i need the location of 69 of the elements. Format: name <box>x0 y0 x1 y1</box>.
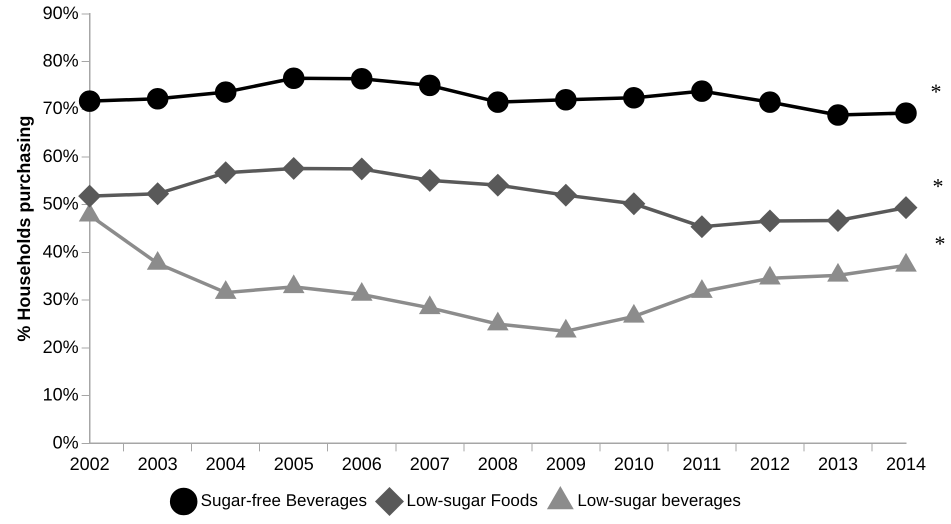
point <box>214 81 236 103</box>
y-tick-label: 50% <box>42 194 79 214</box>
x-tick-label: 2008 <box>478 454 518 474</box>
point <box>692 280 712 298</box>
point <box>623 193 645 215</box>
point <box>895 196 917 218</box>
point <box>284 276 304 294</box>
point <box>282 67 304 89</box>
point <box>419 170 441 192</box>
point <box>895 102 917 124</box>
y-tick-label: 10% <box>42 384 79 405</box>
point <box>282 158 304 180</box>
point <box>487 174 509 196</box>
x-tick-label: 2004 <box>206 454 246 474</box>
point <box>760 267 780 284</box>
point <box>148 252 168 270</box>
point <box>78 185 100 207</box>
point <box>827 210 849 232</box>
point <box>80 204 100 222</box>
y-tick-label: 80% <box>42 50 79 70</box>
text: * <box>930 78 942 104</box>
point <box>827 104 849 126</box>
point <box>216 282 236 299</box>
x-tick-label: 2010 <box>614 454 654 474</box>
point <box>420 297 440 314</box>
point <box>896 254 916 272</box>
point <box>487 91 509 113</box>
point <box>691 216 713 238</box>
y-tick-label: 90% <box>42 2 79 23</box>
y-tick-label: 70% <box>42 98 79 118</box>
x-tick-label: 2006 <box>342 454 382 474</box>
point <box>351 68 372 90</box>
point <box>214 162 236 184</box>
point <box>351 158 372 180</box>
y-tick-label: 30% <box>42 289 79 310</box>
x-tick-label: 2013 <box>818 454 858 474</box>
point <box>555 184 577 206</box>
text: * <box>932 173 944 198</box>
point <box>146 88 168 110</box>
point <box>759 210 781 232</box>
x-tick-label: 2011 <box>682 454 722 474</box>
point <box>78 90 100 112</box>
y-tick-label: 0% <box>52 432 79 452</box>
point <box>488 313 508 330</box>
legend-label: Low-sugar Foods <box>406 491 538 510</box>
x-tick-label: 2014 <box>886 454 926 474</box>
point <box>419 74 441 96</box>
point <box>828 264 848 282</box>
y-tick-label: 60% <box>42 146 79 166</box>
legend-label: Low-sugar beverages <box>577 491 741 510</box>
point <box>759 91 781 113</box>
x-tick-label: 2003 <box>138 454 178 474</box>
x-tick-label: 2002 <box>70 454 110 474</box>
y-tick-label: 20% <box>42 336 79 357</box>
point <box>146 183 168 205</box>
point <box>624 306 644 323</box>
point <box>352 284 372 301</box>
point <box>691 80 713 102</box>
x-tick-label: 2009 <box>546 454 586 474</box>
legend-label: Sugar-free Beverages <box>200 491 368 510</box>
point <box>556 320 576 338</box>
point <box>623 87 645 109</box>
y-axis-title: % Households purchasing <box>14 116 34 342</box>
y-tick-label: 40% <box>42 241 79 262</box>
x-tick-label: 2012 <box>750 454 790 474</box>
point <box>555 88 577 110</box>
x-tick-label: 2005 <box>274 454 314 474</box>
text: * <box>934 231 946 256</box>
x-tick-label: 2007 <box>410 454 450 474</box>
